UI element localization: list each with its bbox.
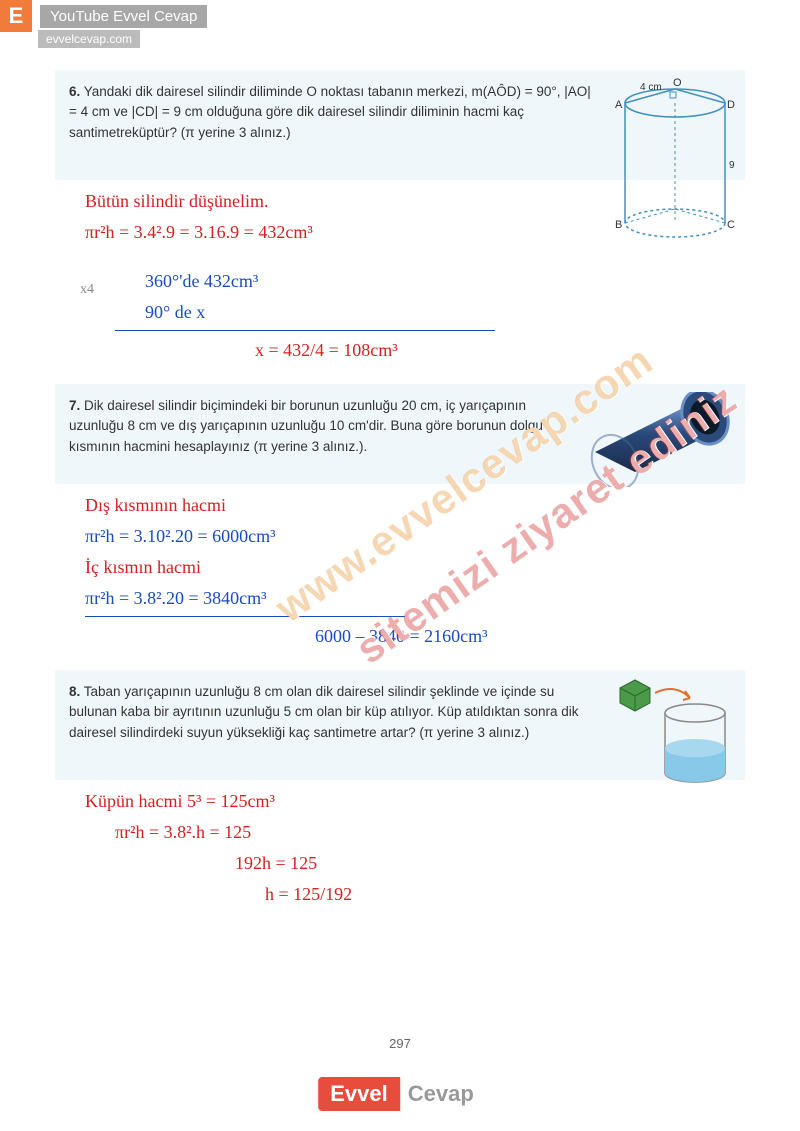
logo-evvel: Evvel	[318, 1077, 400, 1111]
ans7-l5: 6000 – 3840 = 2160cm³	[315, 623, 745, 650]
question-7: 7. Dik dairesel silindir biçimindeki bir…	[55, 384, 745, 484]
q8-num: 8.	[69, 684, 80, 699]
svg-text:O: O	[673, 78, 682, 89]
page-number: 297	[389, 1036, 411, 1051]
q6-figure: O 4 cm A D B C 9 cm	[605, 78, 735, 248]
q8-text: Taban yarıçapının uzunluğu 8 cm olan dik…	[69, 684, 579, 740]
ans8-l3: 192h = 125	[235, 850, 745, 877]
ans6-note: x4	[80, 282, 94, 298]
svg-text:4 cm: 4 cm	[640, 82, 662, 93]
ans8-l4: h = 125/192	[265, 881, 745, 908]
wm-badge: E	[0, 0, 32, 32]
top-watermark: E YouTube Evvel Cevap	[0, 0, 207, 32]
ans7-l1: Dış kısmının hacmi	[85, 492, 745, 519]
svg-text:B: B	[615, 219, 622, 231]
q6-num: 6.	[69, 84, 80, 99]
wm-youtube: YouTube Evvel Cevap	[40, 5, 207, 28]
ans8-l1: Küpün hacmi 5³ = 125cm³	[85, 788, 745, 815]
logo-cevap: Cevap	[400, 1077, 482, 1111]
svg-text:9 cm: 9 cm	[729, 160, 735, 171]
page-content: 6. Yandaki dik dairesel silindir dilimin…	[0, 0, 800, 952]
ans7-l3: İç kısmın hacmi	[85, 554, 745, 581]
ans8-l2: πr²h = 3.8².h = 125	[115, 819, 745, 846]
ans7-l2: πr²h = 3.10².20 = 6000cm³	[85, 523, 745, 550]
ans6-l3a: 360°'de 432cm³	[145, 268, 745, 295]
q7-text: Dik dairesel silindir biçimindeki bir bo…	[69, 398, 543, 454]
q8-figure	[615, 678, 735, 788]
bottom-logo: Evvel Cevap	[318, 1077, 482, 1111]
svg-text:C: C	[727, 219, 735, 231]
q7-num: 7.	[69, 398, 80, 413]
ans7-l4: πr²h = 3.8².20 = 3840cm³	[85, 585, 745, 612]
svg-text:D: D	[727, 99, 735, 111]
q7-figure	[575, 392, 735, 487]
question-8: 8. Taban yarıçapının uzunluğu 8 cm olan …	[55, 670, 745, 780]
question-6: 6. Yandaki dik dairesel silindir dilimin…	[55, 70, 745, 180]
ans6-l4: x = 432/4 = 108cm³	[255, 337, 745, 364]
ans6-l3b: 90° de x	[145, 299, 745, 326]
q6-text: Yandaki dik dairesel silindir diliminde …	[69, 84, 591, 140]
ans7-hr	[85, 616, 405, 617]
svg-text:A: A	[615, 99, 623, 111]
ans6-hr	[115, 330, 495, 331]
